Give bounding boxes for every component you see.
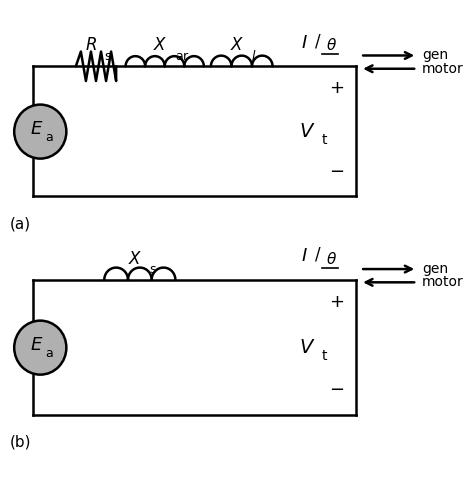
Text: $\mathrm{s}$: $\mathrm{s}$ — [149, 264, 157, 276]
Text: (b): (b) — [9, 435, 31, 450]
Text: −: − — [329, 382, 344, 399]
Text: motor: motor — [422, 275, 464, 289]
Text: +: + — [329, 293, 344, 311]
Text: $\mathit{I}$: $\mathit{I}$ — [301, 247, 308, 265]
Text: +: + — [329, 80, 344, 97]
Text: $\mathrm{a}$: $\mathrm{a}$ — [45, 347, 53, 360]
Text: $\mathit{X}$: $\mathit{X}$ — [128, 249, 142, 268]
Text: gen: gen — [422, 262, 448, 276]
Text: $\mathrm{s}$: $\mathrm{s}$ — [104, 50, 112, 63]
Text: $\mathit{X}$: $\mathit{X}$ — [230, 36, 244, 54]
Text: $\mathrm{t}$: $\mathrm{t}$ — [321, 133, 328, 147]
Text: $\mathit{I}$: $\mathit{I}$ — [301, 33, 308, 52]
Text: −: − — [329, 163, 344, 181]
Text: $/$: $/$ — [314, 32, 322, 50]
Text: $\mathrm{t}$: $\mathrm{t}$ — [321, 349, 328, 363]
Text: $\boldsymbol{\mathit{E}}$: $\boldsymbol{\mathit{E}}$ — [30, 336, 43, 354]
Text: gen: gen — [422, 49, 448, 62]
Text: $\boldsymbol{\mathit{E}}$: $\boldsymbol{\mathit{E}}$ — [30, 120, 43, 138]
Text: $\mathit{l}$: $\mathit{l}$ — [251, 49, 256, 63]
Text: $\theta$: $\theta$ — [326, 37, 337, 53]
Text: $\mathit{V}$: $\mathit{V}$ — [299, 122, 315, 141]
Text: $\mathrm{ar}$: $\mathrm{ar}$ — [175, 50, 190, 63]
Text: $\theta$: $\theta$ — [326, 250, 337, 267]
Text: $/$: $/$ — [314, 246, 322, 264]
Text: $\mathit{R}$: $\mathit{R}$ — [85, 36, 97, 54]
Circle shape — [14, 105, 66, 159]
Text: motor: motor — [422, 62, 464, 76]
Text: $\mathit{V}$: $\mathit{V}$ — [299, 338, 315, 357]
Text: $\mathrm{a}$: $\mathrm{a}$ — [45, 131, 53, 144]
Text: (a): (a) — [9, 216, 31, 231]
Text: $\mathit{X}$: $\mathit{X}$ — [153, 36, 167, 54]
Circle shape — [14, 321, 66, 375]
